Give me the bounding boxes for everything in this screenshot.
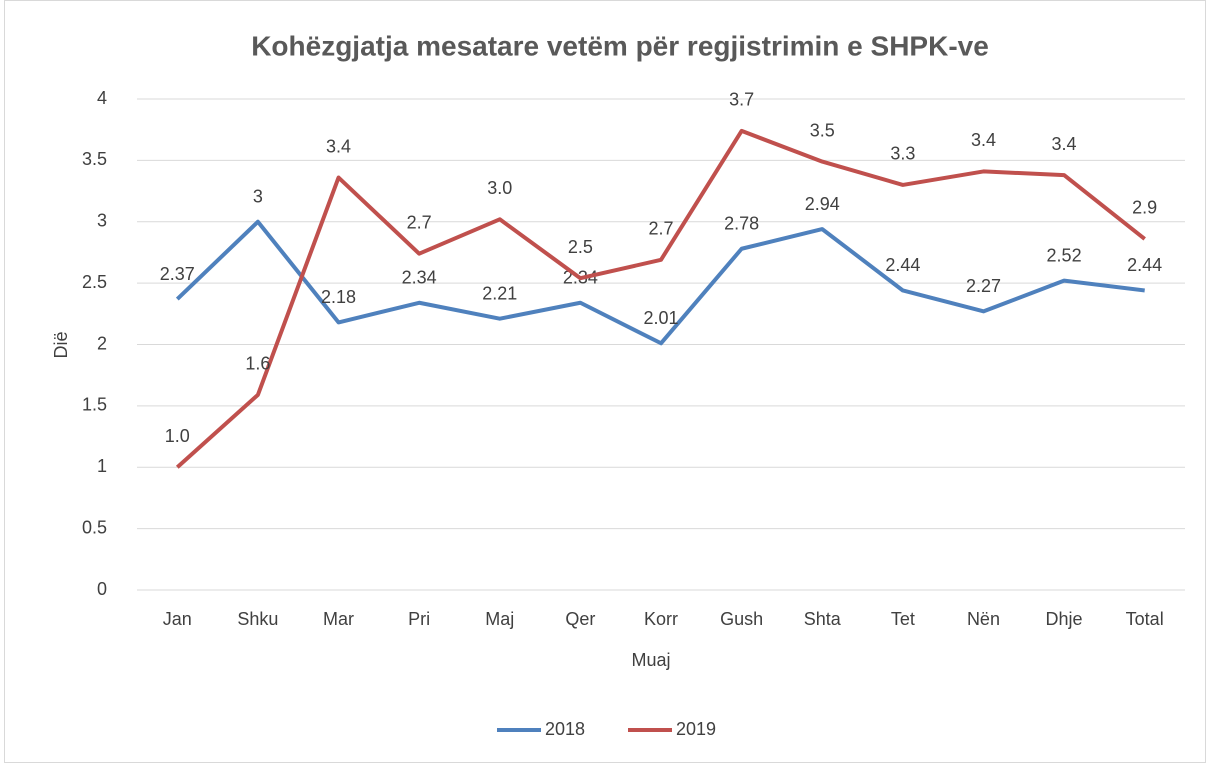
y-tick-label: 0	[97, 579, 107, 599]
legend-label: 2019	[676, 719, 716, 739]
x-tick-label: Korr	[644, 609, 678, 629]
data-label: 3.4	[326, 136, 351, 156]
chart-frame	[4, 0, 1206, 763]
x-tick-label: Jan	[163, 609, 192, 629]
x-tick-label: Pri	[408, 609, 430, 629]
y-tick-label: 4	[97, 88, 107, 108]
data-label: 2.52	[1047, 245, 1082, 265]
data-label: 2.44	[885, 255, 920, 275]
data-label: 3.5	[810, 120, 835, 140]
data-label: 3.7	[729, 90, 754, 110]
x-tick-label: Maj	[485, 609, 514, 629]
x-tick-label: Shta	[804, 609, 842, 629]
data-label: 2.7	[407, 212, 432, 232]
series-line	[175, 219, 1145, 346]
data-label: 3	[253, 187, 263, 207]
data-label: 2.27	[966, 276, 1001, 296]
x-tick-label: Total	[1126, 609, 1164, 629]
data-label: 1.6	[245, 354, 270, 374]
x-axis-label: Muaj	[631, 650, 670, 670]
y-tick-label: 2	[97, 333, 107, 353]
y-tick-label: 1.5	[82, 395, 107, 415]
data-label: 2.9	[1132, 198, 1157, 218]
data-label: 3.4	[1052, 134, 1077, 154]
data-label: 2.5	[568, 237, 593, 257]
y-tick-label: 3.5	[82, 149, 107, 169]
series-line	[175, 128, 1146, 469]
x-tick-label: Tet	[891, 609, 915, 629]
x-tick-label: Nën	[967, 609, 1000, 629]
y-tick-label: 1	[97, 456, 107, 476]
y-axis-label: Dië	[51, 331, 71, 358]
data-label: 2.18	[321, 287, 356, 307]
x-tick-label: Mar	[323, 609, 354, 629]
legend-label: 2018	[545, 719, 585, 739]
y-tick-label: 3	[97, 211, 107, 231]
data-label: 2.01	[643, 308, 678, 328]
data-label: 2.7	[648, 219, 673, 239]
data-label: 3.4	[971, 130, 996, 150]
x-tick-label: Gush	[720, 609, 763, 629]
x-tick-label: Dhje	[1046, 609, 1083, 629]
data-label: 2.37	[160, 264, 195, 284]
data-label: 2.21	[482, 283, 517, 303]
data-label: 2.94	[805, 194, 840, 214]
data-label: 2.34	[402, 268, 437, 288]
x-tick-label: Shku	[237, 609, 278, 629]
data-label: 3.0	[487, 178, 512, 198]
y-tick-label: 2.5	[82, 272, 107, 292]
y-tick-label: 0.5	[82, 517, 107, 537]
data-label: 2.44	[1127, 255, 1162, 275]
data-label: 2.78	[724, 214, 759, 234]
data-label: 3.3	[890, 144, 915, 164]
x-tick-label: Qer	[565, 609, 595, 629]
chart-title: Kohëzgjatja mesatare vetëm për regjistri…	[251, 30, 989, 61]
data-label: 1.0	[165, 426, 190, 446]
